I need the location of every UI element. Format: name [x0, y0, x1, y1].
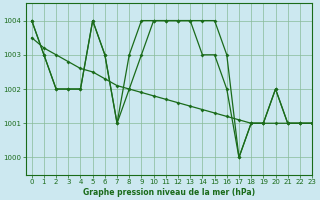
- X-axis label: Graphe pression niveau de la mer (hPa): Graphe pression niveau de la mer (hPa): [83, 188, 255, 197]
